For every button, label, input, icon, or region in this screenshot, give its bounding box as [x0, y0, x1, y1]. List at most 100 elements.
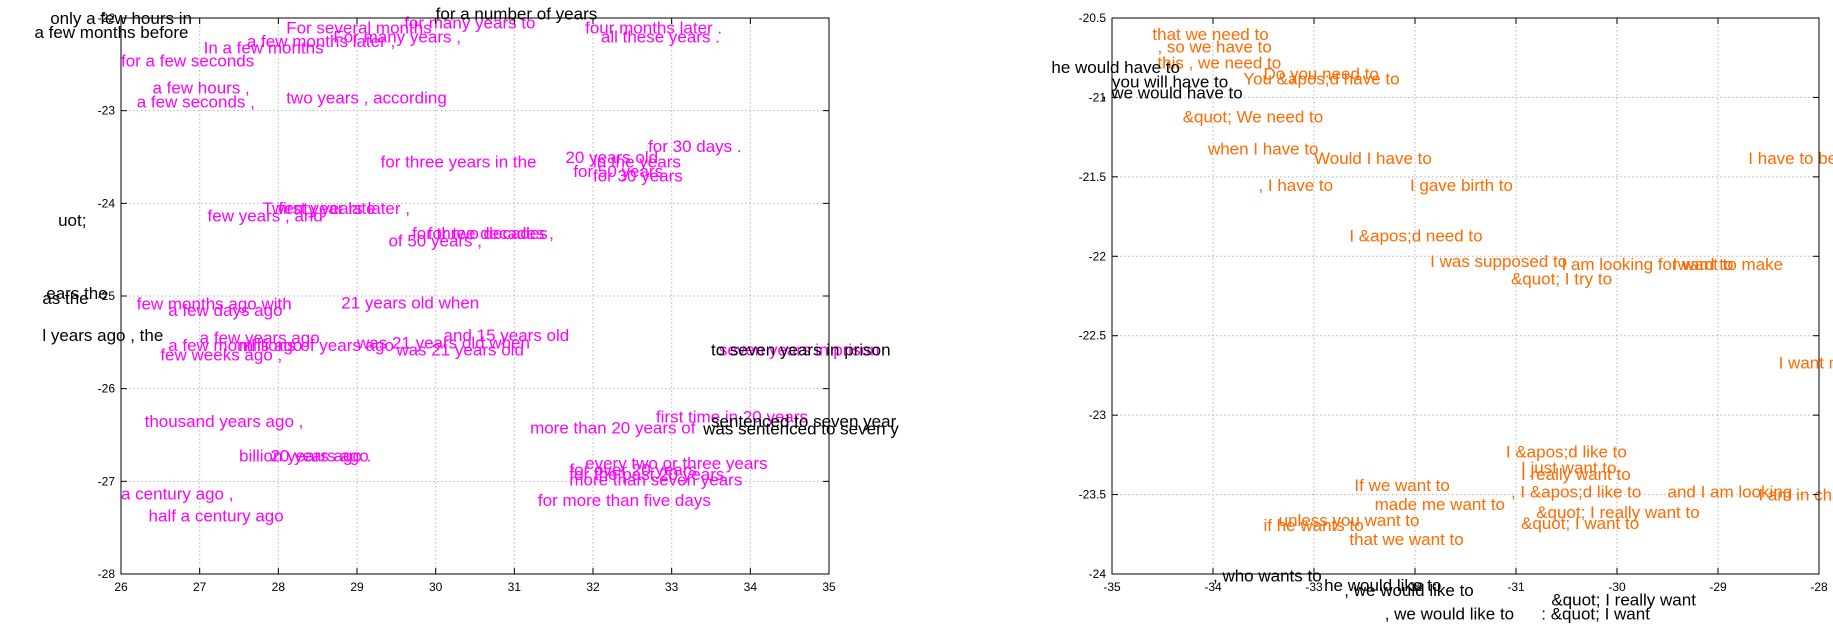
x-tick-label: -31	[1507, 580, 1525, 594]
x-tick-label: 35	[822, 580, 836, 594]
point-label: a few months ago	[168, 336, 302, 355]
y-tick-label: -24	[1089, 567, 1107, 581]
point-label: I want to make	[1673, 255, 1784, 274]
y-tick-label: -21.5	[1079, 170, 1107, 184]
point-label: 20 years ago	[270, 446, 368, 465]
point-label: billion years ago .	[239, 446, 371, 465]
x-tick-label: -34	[1204, 580, 1222, 594]
point-label: for more than five days	[538, 491, 711, 510]
point-label: more than 20 years of	[530, 419, 696, 438]
x-tick-label: 26	[114, 580, 128, 594]
point-label: for 30 years	[593, 167, 683, 186]
point-label: Do you need to	[1264, 65, 1379, 84]
point-label: to seven years in prison	[711, 341, 891, 360]
point-label: If we want to	[1354, 476, 1449, 495]
y-tick-label: -28	[98, 567, 116, 581]
point-label: &quot; I want to	[1521, 514, 1639, 533]
x-tick-label: -33	[1305, 580, 1323, 594]
point-label: few weeks ago ,	[160, 345, 282, 364]
point-label: unless you want to	[1279, 511, 1420, 530]
point-label: and I am looking	[1668, 482, 1793, 501]
point-label: sentenced to seven year	[711, 412, 897, 431]
x-tick-label: 33	[665, 580, 679, 594]
point-label: and 15 years old	[444, 326, 570, 345]
left-scatter-panel: only a few hours ina few months beforefo…	[34, 4, 899, 594]
point-label: a few months later ,	[247, 32, 395, 51]
tick-labels: -35 -34 -33 -32 -31 -30 -29 -28 -20.5 -21 -21.5 -22…	[1079, 11, 1828, 594]
x-tick-label: -32	[1406, 580, 1424, 594]
point-label: For many years ,	[333, 28, 461, 47]
point-label: half a century ago	[149, 507, 284, 526]
point-label: I am looking forward to	[1561, 255, 1733, 274]
point-label: he would have to	[1051, 58, 1180, 77]
point-label: I just want to	[1521, 459, 1616, 478]
point-label: was sentenced to seven y	[702, 420, 899, 439]
point-label: I was supposed to	[1430, 252, 1567, 271]
point-label: was 21 years old	[395, 341, 524, 360]
point-label: for a few seconds	[121, 52, 254, 71]
y-tick-label: -27	[98, 474, 116, 488]
point-label: more than seven years	[569, 470, 742, 489]
point-label: if he wants to	[1264, 516, 1364, 535]
point-label: for a number of years	[436, 4, 598, 23]
point-label: a few months before	[34, 23, 188, 42]
point-label: , who wants to	[1213, 567, 1322, 586]
x-tick-label: 28	[272, 580, 286, 594]
point-label: he would like to	[1324, 576, 1441, 595]
point-label: a few seconds ,	[137, 92, 255, 111]
x-tick-label: -28	[1810, 580, 1828, 594]
y-tick-label: -22	[1089, 249, 1107, 263]
x-tick-label: 27	[193, 580, 207, 594]
point-label: &quot; I really want to	[1536, 503, 1699, 522]
point-label: Twenty years later ,	[263, 199, 410, 218]
x-tick-label: 29	[350, 580, 364, 594]
grid-lines	[121, 18, 829, 574]
x-tick-label: 32	[586, 580, 600, 594]
y-tick-label: -24	[98, 196, 116, 210]
point-label: : &quot; I want	[1541, 605, 1650, 624]
y-tick-label: -23.5	[1079, 488, 1107, 502]
x-tick-label: 30	[429, 580, 443, 594]
point-label: all these years .	[601, 28, 720, 47]
point-label: for 30 days .	[648, 137, 742, 156]
y-tick-label: -23	[1089, 408, 1107, 422]
point-label: a few years ago	[200, 329, 320, 348]
tick-labels: 26 27 28 29 30 31 32 33 34 35 -22 -23 -24 -25 -26 -27 -2…	[98, 11, 836, 594]
point-label: thousand years ago ,	[145, 412, 304, 431]
point-label: For several months	[286, 18, 432, 37]
point-label: , I &apos;d like to	[1511, 482, 1641, 501]
grid-lines	[1112, 18, 1819, 574]
point-label: ears the	[46, 284, 107, 303]
point-label: uot;	[58, 211, 86, 230]
x-tick-label: 31	[508, 580, 522, 594]
point-label: &quot; We need to	[1183, 107, 1324, 126]
axes-frame	[1111, 17, 1820, 575]
point-label: 20 years old	[565, 148, 658, 167]
point-label: You &apos;d have to	[1243, 69, 1399, 88]
point-label: a century ago ,	[121, 484, 233, 503]
point-label: when I have to	[1207, 139, 1319, 158]
point-label: I want most is	[1779, 354, 1833, 373]
point-label: made me want to	[1375, 495, 1505, 514]
y-tick-label: -26	[98, 382, 116, 396]
point-label: for three years in the	[381, 153, 537, 172]
point-label: few months ago with	[137, 294, 292, 313]
x-tick-label: 34	[744, 580, 758, 594]
point-label: for two decades	[428, 224, 548, 243]
point-label: 21 years old when	[341, 293, 479, 312]
point-label: seven years in prison	[719, 341, 880, 360]
y-tick-label: -25	[98, 289, 116, 303]
point-label: millions of years ago	[239, 336, 394, 355]
point-label: first year late	[278, 199, 375, 218]
point-label: I gave birth to	[1410, 176, 1513, 195]
point-label: was 21 years old when	[356, 333, 530, 352]
x-tick-label: -30	[1608, 580, 1626, 594]
point-label: in the years	[593, 153, 681, 172]
point-labels: only a few hours ina few months beforefo…	[34, 4, 899, 525]
point-label: few years , and	[208, 206, 323, 225]
y-tick-label: -22.5	[1079, 329, 1107, 343]
point-label: I am in charge	[1758, 486, 1833, 505]
